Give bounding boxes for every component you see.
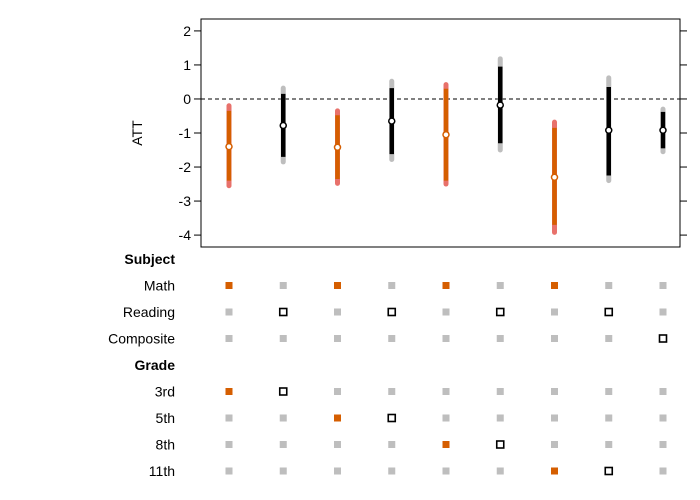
spec-marker-inactive bbox=[659, 388, 667, 395]
spec-marker-inactive bbox=[659, 441, 667, 448]
spec-marker-inactive bbox=[496, 414, 504, 422]
y-axis-title: ATT bbox=[129, 120, 145, 146]
y-tick-label: 1 bbox=[183, 57, 191, 73]
y-tick-label: -4 bbox=[179, 227, 192, 243]
spec-marker-inactive bbox=[279, 335, 287, 342]
spec-marker-inactive bbox=[334, 467, 341, 475]
spec-marker-inactive bbox=[279, 467, 287, 475]
spec-marker-active bbox=[442, 441, 450, 448]
spec-marker-active bbox=[604, 466, 614, 476]
spec-marker-inactive bbox=[659, 467, 667, 475]
spec-marker-active bbox=[551, 467, 558, 475]
spec-marker-inactive bbox=[225, 335, 233, 342]
point-estimate bbox=[225, 142, 233, 151]
spec-marker-inactive bbox=[442, 388, 450, 395]
spec-marker-inactive bbox=[551, 441, 558, 448]
spec-marker-inactive bbox=[659, 308, 667, 316]
spec-marker-inactive bbox=[279, 282, 287, 289]
spec-marker-inactive bbox=[442, 414, 450, 422]
spec-marker-inactive bbox=[225, 308, 233, 316]
spec-marker-inactive bbox=[605, 335, 613, 342]
spec-row-label: 8th bbox=[156, 437, 175, 453]
spec-marker-active bbox=[278, 307, 288, 317]
spec-marker-inactive bbox=[442, 308, 450, 316]
point-estimate bbox=[388, 117, 396, 125]
spec-marker-inactive bbox=[334, 388, 341, 395]
spec-marker-active bbox=[278, 387, 288, 396]
spec-marker-inactive bbox=[496, 467, 504, 475]
spec-marker-inactive bbox=[496, 388, 504, 395]
spec-marker-inactive bbox=[225, 441, 233, 448]
spec-marker-active bbox=[225, 388, 233, 395]
spec-marker-inactive bbox=[659, 414, 667, 422]
spec-marker-active bbox=[495, 307, 505, 317]
spec-marker-inactive bbox=[279, 441, 287, 448]
spec-marker-inactive bbox=[225, 414, 233, 422]
spec-marker-inactive bbox=[551, 414, 558, 422]
y-tick-label: -3 bbox=[179, 193, 192, 209]
spec-marker-inactive bbox=[605, 441, 613, 448]
spec-marker-inactive bbox=[388, 467, 396, 475]
specification-panel: Subject Math Reading Composite Grade 3rd 5th 8t… bbox=[108, 251, 668, 479]
spec-marker-inactive bbox=[442, 467, 450, 475]
spec-marker-inactive bbox=[388, 441, 396, 448]
spec-marker-inactive bbox=[496, 282, 504, 289]
spec-marker-active bbox=[387, 413, 397, 423]
spec-row-label: Composite bbox=[108, 331, 175, 347]
spec-row-label: Math bbox=[144, 278, 175, 294]
spec-marker-inactive bbox=[442, 335, 450, 342]
spec-marker-inactive bbox=[551, 308, 558, 316]
point-estimate bbox=[550, 173, 559, 181]
point-estimate bbox=[496, 101, 504, 109]
spec-marker-inactive bbox=[605, 282, 613, 289]
spec-row-label: 11th bbox=[149, 463, 175, 479]
spec-row-label: 5th bbox=[156, 410, 175, 426]
spec-group-label: Grade bbox=[135, 357, 176, 373]
spec-marker-inactive bbox=[334, 441, 341, 448]
spec-marker-inactive bbox=[551, 388, 558, 395]
point-estimate bbox=[333, 143, 342, 152]
spec-marker-active bbox=[225, 282, 233, 289]
point-estimate bbox=[279, 121, 287, 130]
y-tick-label: -1 bbox=[179, 125, 192, 141]
spec-marker-inactive bbox=[605, 414, 613, 422]
spec-group-label: Subject bbox=[124, 251, 175, 267]
spec-marker-inactive bbox=[334, 308, 341, 316]
point-estimate bbox=[442, 130, 450, 139]
spec-marker-inactive bbox=[388, 282, 396, 289]
y-tick-label: 2 bbox=[183, 23, 191, 39]
spec-marker-active bbox=[495, 440, 505, 449]
spec-marker-inactive bbox=[496, 335, 504, 342]
spec-marker-active bbox=[658, 334, 668, 343]
spec-marker-active bbox=[551, 282, 558, 289]
point-estimate bbox=[659, 126, 667, 135]
plot-area: 2 1 0 -1 -2 -3 -4 ATT bbox=[129, 18, 687, 248]
spec-marker-active bbox=[334, 282, 341, 289]
y-tick-label: 0 bbox=[183, 91, 191, 107]
spec-marker-inactive bbox=[551, 335, 558, 342]
spec-marker-inactive bbox=[388, 335, 396, 342]
spec-marker-inactive bbox=[225, 467, 233, 475]
spec-marker-active bbox=[442, 282, 450, 289]
spec-marker-active bbox=[334, 414, 341, 422]
spec-marker-inactive bbox=[659, 282, 667, 289]
spec-row-label: Reading bbox=[123, 304, 175, 320]
spec-marker-inactive bbox=[334, 335, 341, 342]
y-tick-label: -2 bbox=[179, 159, 192, 175]
spec-marker-inactive bbox=[605, 388, 613, 395]
spec-marker-active bbox=[604, 307, 614, 317]
spec-marker-inactive bbox=[388, 388, 396, 395]
spec-marker-active bbox=[387, 307, 397, 317]
spec-row-label: 3rd bbox=[155, 384, 175, 400]
point-estimate bbox=[605, 126, 613, 135]
spec-marker-inactive bbox=[279, 414, 287, 422]
